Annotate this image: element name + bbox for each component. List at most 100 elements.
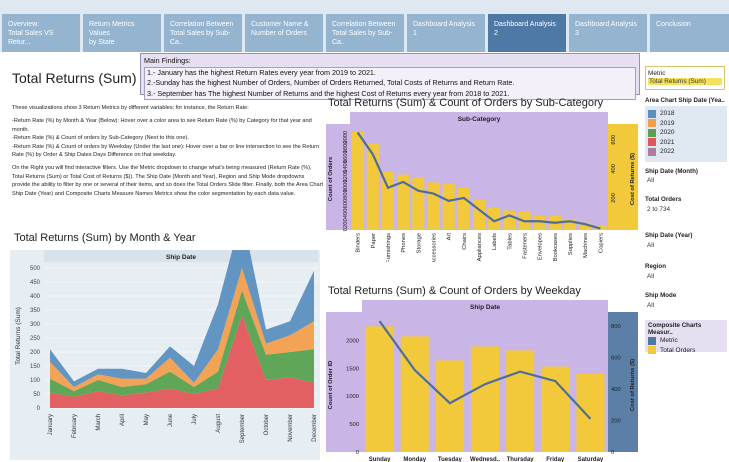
ship-mode-filter-title: Ship Mode (645, 292, 677, 299)
description-paragraph: -Return Rate (%) by Month & Year (Below)… (12, 118, 320, 159)
year-legend-item[interactable]: 2022 (648, 147, 724, 157)
bar (579, 222, 592, 230)
bar (427, 182, 440, 230)
x-tick-label: Machines (583, 233, 589, 258)
y2-tick-label: 600 (611, 355, 621, 361)
metric-dropdown[interactable]: Metric Total Returns (Sum) (645, 66, 725, 90)
bar (366, 143, 379, 230)
subcat-combo-chart[interactable]: Sub-Category0200400600800100012001400160… (326, 112, 638, 262)
y-tick-label: 800 (343, 189, 349, 199)
y-tick-label: 50 (33, 392, 40, 398)
y-tick-label: 1000 (346, 394, 359, 400)
weekday-combo-chart[interactable]: Ship Date 0 500 1000 1500 2000 0 200 400 600 800 Co… (326, 300, 638, 462)
year-legend-item[interactable]: 2020 (648, 128, 724, 138)
x-tick-label: Sunday (369, 457, 391, 462)
description-paragraph: On the Right you will find interactive f… (12, 165, 324, 197)
x-tick-label: Tables (507, 233, 513, 250)
y-tick-label: 250 (30, 336, 41, 342)
x-tick-label: September (240, 414, 246, 443)
year-legend-item[interactable]: 2021 (648, 138, 724, 148)
legend-swatch (648, 119, 656, 128)
legend-swatch (648, 346, 656, 355)
y-tick-label: 1400 (343, 160, 349, 173)
x-tick-label: May (144, 414, 150, 425)
year-legend: 2018 2019 2020 2021 2022 (645, 106, 727, 162)
chart-header: Ship Date (166, 254, 196, 261)
x-tick-label: March (96, 414, 102, 431)
x-tick-label: Bookcases (553, 233, 559, 261)
bar (506, 350, 535, 452)
y2-tick-label: 600 (611, 135, 617, 145)
description-paragraph: These visualizations show 3 Return Metri… (12, 105, 249, 111)
month-area-chart[interactable]: Ship Date 0 50 100 150 200 250 300 350 400 450 500 T… (10, 250, 320, 460)
story-tab-4[interactable]: Customer Name & Number of Orders (245, 14, 323, 52)
year-legend-item[interactable]: 2018 (648, 109, 724, 119)
y-tick-label: 0 (343, 228, 349, 231)
composite-legend-item[interactable]: Metric (648, 336, 724, 346)
chart-header: Ship Date (470, 304, 500, 311)
y-tick-label: 1500 (346, 366, 359, 372)
y-tick-label: 400 (343, 209, 349, 219)
y-axis-label: Total Returns (Sum) (15, 307, 22, 365)
area-series-2020 (50, 290, 314, 397)
legend-label: 2022 (660, 148, 675, 156)
y-axis-band (326, 124, 350, 230)
x-tick-label: April (120, 414, 126, 426)
y-tick-label: 1200 (343, 170, 349, 183)
y2-tick-label: 800 (611, 324, 621, 330)
story-tab-7[interactable]: Dashboard Analysis 2 (488, 14, 566, 52)
legend-label: Total Orders (660, 346, 696, 354)
x-tick-label: Fasteners (523, 233, 529, 259)
ship-mode-filter-value[interactable]: All (647, 302, 655, 309)
region-filter-value[interactable]: All (647, 273, 655, 280)
bar (435, 360, 464, 452)
metric-line (356, 131, 601, 230)
story-tab-3[interactable]: Correlation Between Total Sales by Sub-C… (164, 14, 242, 52)
ship-year-filter-value[interactable]: All (647, 242, 655, 249)
x-tick-label: Accessories (431, 233, 437, 262)
composite-legend-title: Composite Charts Measur.. (648, 322, 702, 336)
x-tick-label: Art (447, 233, 453, 241)
x-tick-label: Saturday (578, 457, 604, 462)
ship-month-filter-title: Ship Date (Month) (645, 168, 698, 175)
x-tick-label: Friday (546, 457, 565, 462)
area-series-2018 (50, 250, 314, 387)
bar (400, 336, 429, 452)
x-tick-label: Furnishings (386, 233, 392, 262)
ship-month-filter-value[interactable]: All (647, 177, 655, 184)
chart-header-bar (362, 300, 608, 312)
composite-legend-item[interactable]: Total Orders (648, 346, 724, 356)
story-tab-9[interactable]: Conclusion (650, 14, 729, 52)
description-text: These visualizations show 3 Return Metri… (12, 104, 324, 203)
y-tick-label: 1600 (343, 150, 349, 163)
finding-line: 2.-Sunday has the highest Number of Orde… (147, 78, 515, 87)
year-legend-item[interactable]: 2019 (648, 119, 724, 129)
x-tick-label: Supplies (568, 233, 574, 255)
area-series-2021 (50, 315, 314, 408)
chart-header-bar (350, 112, 608, 124)
y-axis-band (326, 312, 362, 452)
y-tick-label: 0 (37, 406, 41, 412)
y2-tick-label: 400 (611, 387, 621, 393)
story-tab-6[interactable]: Dashboard Analysis 1 (407, 14, 485, 52)
x-tick-label: Monday (403, 457, 426, 462)
x-tick-label: Paper (371, 233, 377, 249)
main-findings-box: Main Findings: 1.- January has the highe… (140, 53, 640, 100)
findings-heading: Main Findings: (144, 56, 191, 65)
bar (488, 207, 501, 230)
story-tab-2[interactable]: Return Metrics Values by State (83, 14, 161, 52)
y2-axis-band (608, 124, 638, 230)
story-tab-1[interactable]: Overview: Total Sales VS Retur... (2, 14, 80, 52)
story-tab-8[interactable]: Dashboard Analysis 3 (569, 14, 647, 52)
x-tick-label: October (264, 414, 270, 435)
finding-line: 3.- September has The highest Number of … (147, 88, 510, 98)
y-tick-label: 1800 (343, 141, 349, 154)
total-orders-slider-value[interactable]: 2 to 734 (647, 206, 671, 213)
x-tick-label: Envelopes (538, 233, 544, 260)
x-tick-label: Binders (356, 233, 362, 253)
subcat-chart-title: Total Returns (Sum) & Count of Orders by… (328, 97, 604, 109)
legend-swatch (648, 147, 656, 156)
x-tick-label: February (72, 414, 78, 438)
story-tab-5[interactable]: Correlation Between Total Sales by Sub-C… (326, 14, 404, 52)
x-tick-label: Labels (492, 233, 498, 250)
